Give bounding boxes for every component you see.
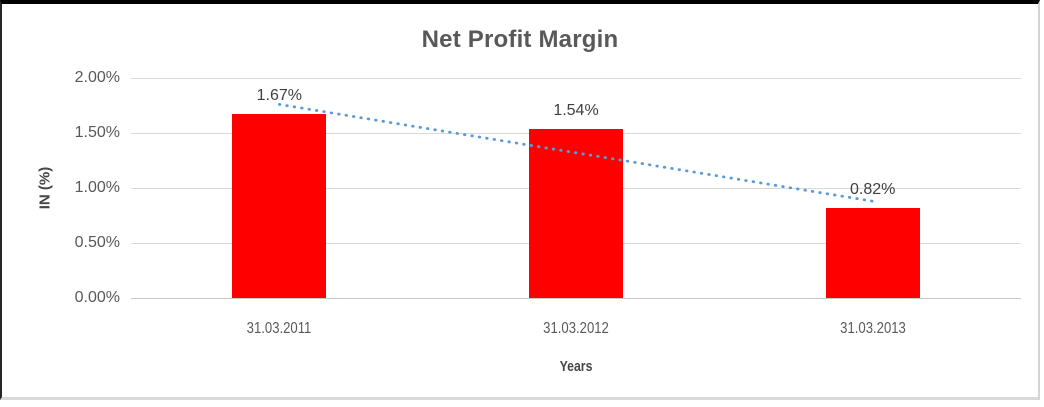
x-tick-label: 31.03.2013	[839, 320, 906, 337]
bar-data-label: 1.54%	[553, 101, 599, 119]
y-tick-label: 0.00%	[74, 289, 120, 306]
x-axis: 31.03.2011 31.03.2012 31.03.2013	[131, 298, 1021, 338]
x-axis-title: Years	[559, 358, 593, 375]
bar[interactable]	[825, 207, 920, 298]
plot-area: 1.67% 1.54% 0.82%	[131, 77, 1021, 299]
bar-data-label: 0.82%	[849, 180, 896, 198]
gridline	[131, 77, 1021, 79]
x-tick-label: 31.03.2012	[543, 320, 609, 337]
y-tick-label: 1.50%	[74, 124, 120, 141]
y-tick-label: 2.00%	[74, 69, 120, 86]
trendline[interactable]	[131, 78, 1021, 298]
bar-data-label: 1.67%	[256, 87, 303, 105]
x-tick-label: 31.03.2011	[246, 320, 312, 337]
bar[interactable]	[529, 128, 623, 298]
chart-title: Net Profit Margin	[421, 26, 619, 53]
y-tick-label: 0.50%	[74, 234, 120, 251]
trendline-segment	[277, 102, 875, 203]
y-axis: 2.00% 1.50% 1.00% 0.50% 0.00%	[2, 69, 120, 306]
y-tick-label: 1.00%	[74, 179, 120, 196]
chart-frame: Net Profit Margin IN (%) 2.00% 1.50% 1.0…	[0, 0, 1040, 400]
bar[interactable]	[232, 114, 327, 298]
gridline	[131, 297, 1021, 299]
